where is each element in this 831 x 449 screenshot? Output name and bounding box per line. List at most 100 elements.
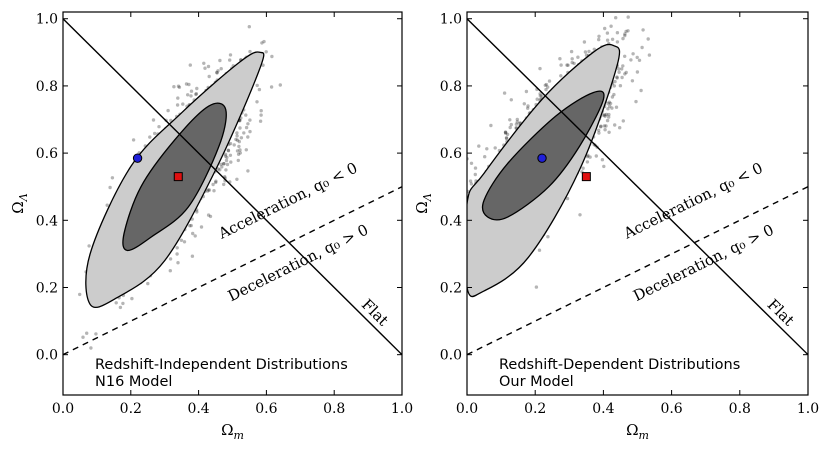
scatter-point: [559, 74, 563, 78]
scatter-point: [427, 227, 430, 230]
scatter-point: [216, 69, 220, 73]
scatter-point: [621, 36, 625, 41]
scatter-point: [463, 241, 466, 244]
scatter-point: [195, 86, 199, 91]
scatter-point: [607, 112, 611, 117]
scatter-point: [462, 258, 465, 261]
scatter-point: [631, 52, 635, 56]
y-tick-label: 1.0: [36, 12, 58, 28]
scatter-point: [618, 126, 622, 130]
x-tick-label: 0.4: [187, 401, 209, 417]
scatter-point: [464, 261, 467, 264]
scatter-point: [244, 125, 249, 130]
scatter-point: [463, 188, 466, 191]
flat-annotation: Flat: [358, 295, 392, 329]
scatter-point: [605, 31, 610, 35]
scatter-point: [247, 25, 251, 29]
scatter-point: [608, 104, 612, 109]
scatter-point: [246, 122, 250, 126]
scatter-point: [603, 113, 607, 117]
scatter-point: [566, 63, 570, 67]
scatter-point: [504, 136, 509, 141]
scatter-point: [624, 29, 628, 34]
scatter-point: [615, 75, 619, 79]
scatter-point: [225, 155, 229, 160]
scatter-point: [223, 152, 228, 156]
scatter-point: [581, 166, 585, 170]
scatter-point: [468, 179, 473, 183]
scatter-point: [195, 210, 199, 214]
scatter-point: [597, 37, 601, 42]
scatter-point: [576, 55, 580, 59]
scatter-point: [228, 58, 232, 62]
x-tick-label: 0.8: [323, 401, 345, 417]
scatter-point: [610, 95, 615, 99]
scatter-point: [85, 331, 89, 335]
scatter-point: [570, 57, 574, 61]
scatter-point: [189, 223, 193, 228]
scatter-point: [184, 82, 189, 86]
scatter-point: [181, 102, 185, 106]
scatter-point: [558, 57, 562, 61]
scatter-point: [262, 39, 266, 44]
scatter-point: [463, 243, 466, 246]
scatter-point: [186, 93, 190, 97]
scatter-point: [193, 234, 197, 238]
scatter-point: [546, 85, 550, 89]
scatter-point: [228, 153, 233, 157]
scatter-point: [87, 244, 91, 248]
scatter-point: [509, 98, 513, 102]
scatter-point: [451, 236, 454, 239]
scatter-point: [621, 64, 625, 68]
scatter-point: [235, 177, 239, 181]
scatter-point: [515, 117, 519, 122]
scatter-point: [526, 106, 530, 110]
scatter-point: [610, 106, 614, 110]
scatter-point: [238, 151, 242, 155]
scatter-point: [582, 40, 587, 44]
scatter-point: [246, 135, 250, 139]
scatter-point: [238, 126, 242, 130]
x-tick-label: 0.2: [120, 401, 142, 417]
scatter-point: [565, 196, 570, 201]
scatter-point: [235, 131, 239, 135]
scatter-point: [597, 131, 601, 135]
scatter-point: [255, 100, 259, 104]
scatter-point: [208, 214, 213, 219]
scatter-point: [460, 240, 463, 243]
scatter-point: [509, 122, 513, 127]
scatter-point: [502, 91, 507, 95]
scatter-point: [242, 131, 246, 135]
scatter-point: [224, 158, 229, 163]
scatter-point: [457, 175, 460, 178]
scatter-point: [203, 66, 207, 70]
scatter-point: [206, 188, 210, 192]
scatter-point: [214, 180, 218, 185]
scatter-point: [257, 87, 262, 92]
scatter-point: [606, 107, 610, 111]
scatter-point: [454, 246, 457, 249]
scatter-point: [148, 135, 152, 139]
scatter-point: [453, 270, 456, 273]
scatter-point: [237, 139, 241, 144]
scatter-point: [515, 120, 519, 124]
scatter-point: [228, 53, 233, 57]
scatter-point: [446, 253, 449, 256]
scatter-point: [597, 128, 601, 132]
scatter-point: [620, 67, 624, 71]
scatter-point: [176, 84, 181, 88]
scatter-point: [216, 167, 220, 171]
scatter-point: [614, 16, 618, 20]
scatter-point: [94, 332, 98, 336]
scatter-point: [569, 49, 574, 54]
scatter-point: [451, 276, 454, 279]
scatter-point: [182, 240, 187, 244]
scatter-point: [599, 125, 603, 129]
scatter-point: [559, 63, 563, 67]
scatter-point: [218, 168, 222, 172]
x-tick-label: 0.0: [52, 401, 74, 417]
scatter-point: [621, 119, 625, 123]
scatter-point: [168, 257, 173, 261]
scatter-point: [602, 164, 606, 169]
scatter-point: [244, 148, 248, 152]
